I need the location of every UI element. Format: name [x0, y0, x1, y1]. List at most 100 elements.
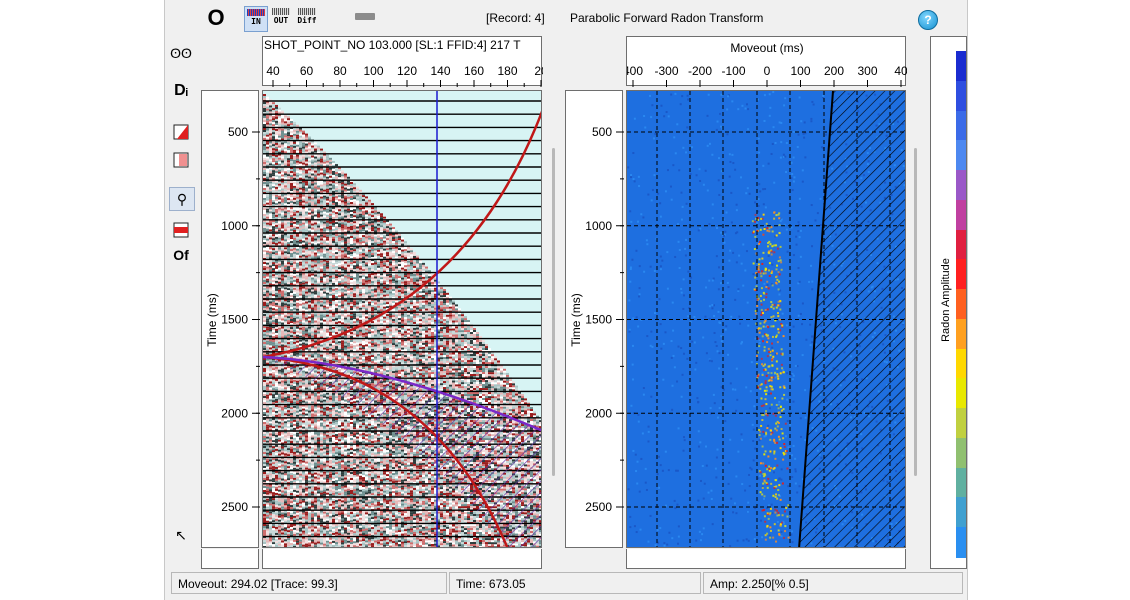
o-button[interactable]: O [203, 5, 229, 31]
seismic-sample [314, 316, 317, 319]
seismic-sample [275, 424, 278, 427]
seismic-sample [308, 536, 311, 539]
seismic-sample [266, 114, 269, 117]
hatch-icon[interactable] [169, 149, 193, 171]
seismic-sample [317, 431, 320, 434]
seismic-sample [308, 458, 311, 461]
seismic-sample [266, 132, 269, 135]
seismic-sample [326, 286, 329, 289]
seismic-sample [278, 517, 281, 520]
seismic-sample [281, 302, 284, 305]
seismic-sample [317, 351, 320, 354]
seismic-sample [311, 333, 314, 336]
seismic-sample [317, 209, 320, 212]
seismic-sample [278, 225, 281, 228]
seismic-sample [296, 526, 299, 529]
in-view-button[interactable]: IN [244, 6, 268, 32]
seismic-sample [293, 459, 296, 462]
seismic-plot[interactable] [262, 90, 542, 548]
seismic-sample [332, 172, 335, 175]
seismic-sample [320, 330, 323, 333]
seismic-sample [287, 332, 290, 335]
seismic-sample [275, 282, 278, 285]
seismic-sample [269, 135, 272, 138]
seismic-sample [290, 265, 293, 268]
seismic-sample [314, 150, 317, 153]
seismic-sample [275, 252, 278, 255]
seismic-sample [281, 348, 284, 351]
seismic-sample [287, 212, 290, 215]
seismic-sample [272, 144, 275, 147]
diff-view-button[interactable]: Diff [296, 6, 318, 30]
seismic-sample [269, 301, 272, 304]
seismic-sample [296, 472, 299, 475]
seismic-sample [272, 526, 275, 529]
pointer-icon[interactable]: ↖ [169, 524, 193, 546]
seismic-sample [266, 510, 269, 513]
seismic-sample [269, 389, 272, 392]
pick-icon[interactable]: ⚲ [169, 187, 195, 211]
seismic-sample [323, 187, 326, 190]
seismic-sample [311, 487, 314, 490]
seismic-sample [263, 260, 266, 262]
seismic-sample [323, 253, 326, 256]
red-triangle-icon[interactable] [169, 121, 193, 143]
seismic-sample [329, 287, 332, 290]
seismic-sample [287, 356, 290, 359]
seismic-sample [281, 386, 284, 389]
seismic-sample [323, 487, 326, 490]
seismic-sample [287, 480, 290, 483]
seismic-sample [314, 144, 317, 147]
seismic-sample [323, 499, 326, 502]
seismic-sample [308, 236, 311, 239]
seismic-sample [317, 389, 320, 392]
seismic-sample [296, 464, 299, 467]
of-icon[interactable]: Of [169, 244, 193, 266]
seismic-sample [299, 129, 302, 132]
seismic-sample [320, 472, 323, 475]
seismic-sample [317, 385, 320, 388]
seismic-sample [263, 330, 266, 332]
seismic-sample [284, 353, 287, 356]
seismic-sample [311, 255, 314, 258]
seismic-sample [290, 371, 293, 374]
seismic-sample [308, 214, 311, 217]
di-icon[interactable]: Dᵢ [169, 80, 193, 102]
seismic-sample [317, 541, 320, 544]
help-icon[interactable]: ? [918, 10, 938, 30]
seismic-sample [293, 443, 296, 446]
seismic-sample [284, 133, 287, 136]
seismic-sample [290, 481, 293, 484]
seismic-sample [308, 210, 311, 213]
seismic-sample [266, 532, 269, 535]
seismic-sample [299, 299, 302, 302]
seismic-sample [266, 512, 269, 515]
seismic-sample [323, 407, 326, 410]
out-view-button[interactable]: OUT [270, 6, 292, 30]
seismic-sample [296, 212, 299, 215]
seismic-sample [290, 465, 293, 468]
seismic-sample [311, 481, 314, 484]
seismic-sample [284, 277, 287, 280]
glasses-icon[interactable]: ʘʘ [169, 42, 193, 64]
seismic-sample [323, 393, 326, 396]
seismic-sample [308, 290, 311, 293]
left-header-label-anchor [167, 38, 265, 39]
seismic-sample [269, 279, 272, 282]
seismic-sample [296, 492, 299, 495]
seismic-sample [278, 461, 281, 464]
seismic-sample [320, 346, 323, 349]
seismic-sample [323, 257, 326, 260]
slider-handle[interactable] [355, 13, 375, 20]
seismic-sample [299, 425, 302, 428]
seismic-sample [320, 168, 323, 171]
seismic-sample [302, 438, 305, 441]
seismic-sample [269, 445, 272, 448]
seismic-sample [305, 267, 308, 270]
seismic-sample [320, 160, 323, 163]
seismic-sample [293, 247, 296, 250]
seismic-sample [290, 527, 293, 530]
red-band-icon[interactable] [169, 219, 193, 241]
seismic-sample [329, 409, 332, 412]
seismic-sample [317, 423, 320, 426]
